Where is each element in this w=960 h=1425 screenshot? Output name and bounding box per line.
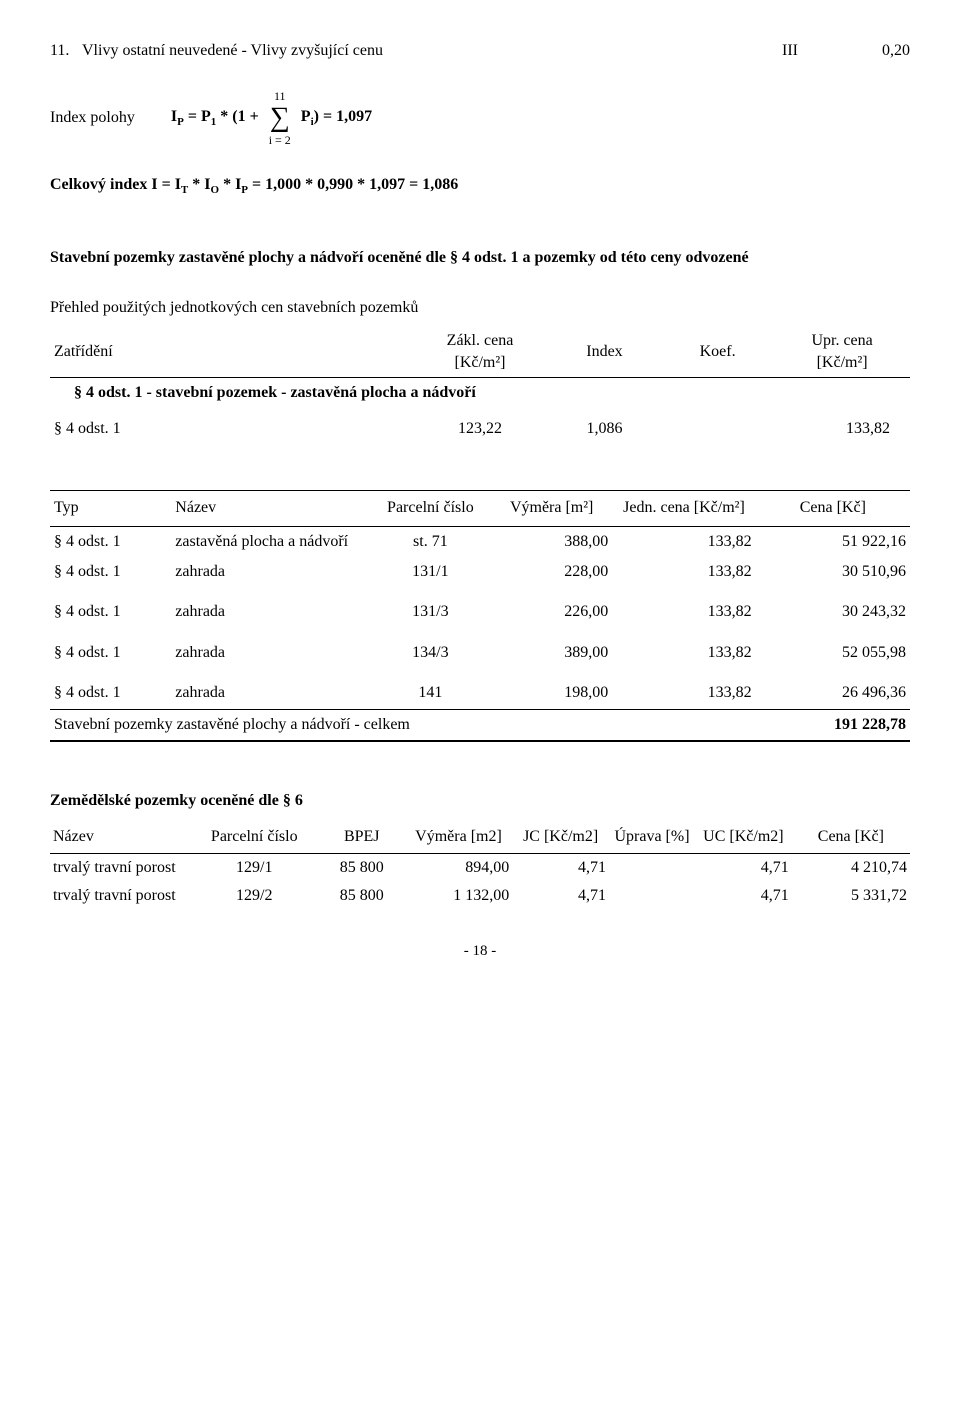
page-number: - 18 - (50, 941, 910, 962)
zem-table-head: Název Parcelní číslo BPEJ Výměra [m2] JC… (50, 822, 910, 852)
t2-total-label: Stavební pozemky zastavěné plochy a nádv… (50, 710, 756, 740)
ip-close: ) = (314, 108, 336, 125)
t2-th-nazev: Název (171, 491, 369, 525)
table-row: § 4 odst. 1zahrada134/3389,00133,8252 05… (50, 638, 910, 668)
th-upr-b: [Kč/m²] (778, 352, 906, 374)
divider-thick (50, 740, 910, 742)
th-zatrideni: Zatřídění (50, 328, 412, 377)
ip-mult: * (1 + (216, 108, 258, 125)
t2-th-vym: Výměra [m²] (491, 491, 612, 525)
ci-m2: * I (219, 176, 241, 193)
parcels-table: Typ Název Parcelní číslo Výměra [m²] Jed… (50, 491, 910, 525)
zr-zakl: 123,22 (412, 416, 548, 442)
zatrideni-row-table: § 4 odst. 1 123,22 1,086 133,82 (50, 416, 910, 442)
th-zakl-a: Zákl. cena (416, 330, 544, 352)
zem-table-body: trvalý travní porost129/185 800894,004,7… (50, 854, 910, 911)
table-row: § 4 odst. 1zahrada141198,00133,8226 496,… (50, 678, 910, 708)
th-upr: Upr. cena [Kč/m²] (774, 328, 910, 377)
t2-th-parc: Parcelní číslo (370, 491, 491, 525)
t3-th-uc: UC [Kč/m2] (695, 822, 792, 852)
t3-th-bpej: BPEJ (319, 822, 405, 852)
line11-num: 11. (50, 40, 82, 62)
table-row: § 4 odst. 1zahrada131/1228,00133,8230 51… (50, 557, 910, 587)
parcels-table-body: § 4 odst. 1zastavěná plocha a nádvoříst.… (50, 527, 910, 709)
ip-lhs-sub: P (177, 116, 184, 128)
th-zakl: Zákl. cena [Kč/m²] (412, 328, 548, 377)
zem-heading: Zemědělské pozemky oceněné dle § 6 (50, 790, 910, 812)
ci-s2: O (211, 185, 220, 197)
zr-label: § 4 odst. 1 (50, 416, 412, 442)
t3-th-vym: Výměra [m2] (405, 822, 513, 852)
stav-heading: Stavební pozemky zastavěné plochy a nádv… (50, 247, 810, 269)
t3-th-upr: Úprava [%] (609, 822, 695, 852)
line11-cat: III (750, 40, 830, 62)
index-poloha-formula: Index polohy IP = P1 * (1 + 11 ∑ i = 2 P… (50, 90, 910, 146)
influence-line-11: 11. Vlivy ostatní neuvedené - Vlivy zvyš… (50, 40, 910, 62)
ci-result: 1,086 (422, 176, 458, 193)
line11-val: 0,20 (830, 40, 910, 62)
sigma-block: 11 ∑ i = 2 (269, 90, 291, 146)
t2-th-cena: Cena [Kč] (756, 491, 910, 525)
prehled-text: Přehled použitých jednotkových cen stave… (50, 297, 910, 319)
t3-th-jc: JC [Kč/m2] (512, 822, 609, 852)
table-row: trvalý travní porost129/185 800894,004,7… (50, 854, 910, 882)
index-poloha-label: Index polohy (50, 107, 135, 129)
t2-th-jedn: Jedn. cena [Kč/m²] (612, 491, 755, 525)
zr-idx: 1,086 (548, 416, 661, 442)
table-row: § 4 odst. 1zahrada131/3226,00133,8230 24… (50, 597, 910, 627)
sigma-icon: ∑ (270, 104, 290, 132)
line11-text: Vlivy ostatní neuvedené - Vlivy zvyšujíc… (82, 40, 750, 62)
t3-th-nazev: Název (50, 822, 190, 852)
th-zakl-b: [Kč/m²] (416, 352, 544, 374)
ci-pre: Celkový index I = I (50, 176, 181, 193)
t2-th-typ: Typ (50, 491, 171, 525)
celkovy-index-line: Celkový index I = IT * IO * IP = 1,000 *… (50, 174, 910, 199)
zatrideni-table: Zatřídění Zákl. cena [Kč/m²] Index Koef.… (50, 328, 910, 377)
t2-total-value: 191 228,78 (756, 710, 910, 740)
sigma-upper: 11 (274, 90, 286, 102)
parcels-total-row: Stavební pozemky zastavěné plochy a nádv… (50, 710, 910, 740)
t3-th-cena: Cena [Kč] (792, 822, 910, 852)
th-koef: Koef. (661, 328, 774, 377)
th-index: Index (548, 328, 661, 377)
ci-m1: * I (188, 176, 210, 193)
zr-upr: 133,82 (774, 416, 910, 442)
table-row: trvalý travní porost129/285 8001 132,004… (50, 882, 910, 910)
ip-p-after: P (301, 108, 311, 125)
th-upr-a: Upr. cena (778, 330, 906, 352)
zatrideni-subheading: § 4 odst. 1 - stavební pozemek - zastavě… (50, 378, 910, 408)
ip-eq1: = P (184, 108, 211, 125)
sigma-lower: i = 2 (269, 134, 291, 146)
t3-th-parc: Parcelní číslo (190, 822, 319, 852)
table-row: § 4 odst. 1zastavěná plocha a nádvoříst.… (50, 527, 910, 557)
ci-eq: = 1,000 * 0,990 * 1,097 = (248, 176, 422, 193)
ip-result: 1,097 (336, 108, 372, 125)
